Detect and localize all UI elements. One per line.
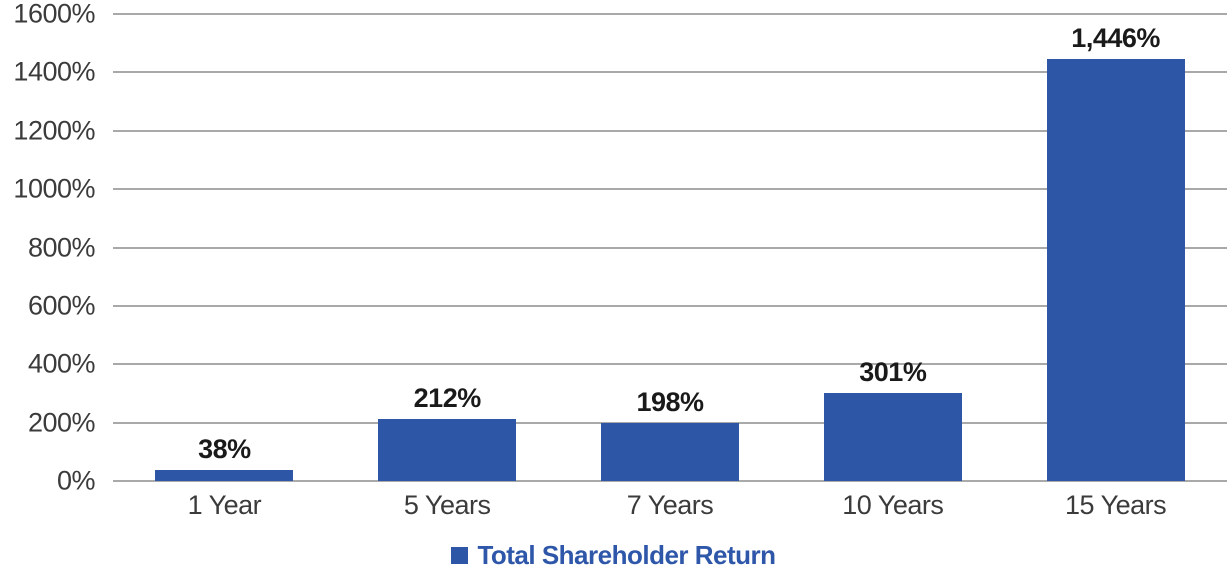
y-tick-label: 400%	[27, 348, 96, 379]
x-tick-label: 5 Years	[403, 490, 491, 520]
bar-value-label: 198%	[636, 387, 704, 417]
y-tick-label: 800%	[27, 232, 96, 262]
bar	[823, 393, 962, 481]
y-tick-label: 1200%	[13, 115, 95, 146]
bar	[155, 470, 294, 481]
gridline	[113, 246, 1227, 249]
y-tick-label: 0%	[56, 465, 96, 496]
y-tick-label: 200%	[27, 407, 96, 438]
gridline	[113, 304, 1227, 307]
x-tick-label: 10 Years	[842, 490, 944, 520]
gridline	[113, 421, 1227, 424]
gridline	[113, 480, 1227, 482]
gridline	[113, 129, 1227, 132]
legend-square-icon	[451, 547, 469, 564]
bar-value-label: 212%	[413, 383, 482, 413]
x-tick-label: 7 Years	[626, 490, 714, 520]
gridline	[113, 71, 1227, 74]
plot-area: 0% 200% 400% 600% 800% 1000% 1200% 1400% 1600% 38…	[13, 0, 1227, 496]
bar	[1046, 59, 1185, 481]
x-axis-labels: 1 Year 5 Years 7 Years 10 Years 15 Years	[113, 490, 1227, 524]
bar	[378, 419, 517, 481]
legend: Total Shareholder Return	[0, 540, 1227, 571]
x-tick-label: 1 Year	[187, 490, 262, 520]
gridline	[113, 188, 1227, 191]
y-tick-label: 1600%	[13, 0, 95, 29]
bar-value-label: 301%	[859, 357, 927, 387]
x-tick-label: 15 Years	[1065, 490, 1167, 520]
y-tick-label: 1000%	[13, 173, 95, 204]
bar	[601, 423, 739, 481]
legend-label: Total Shareholder Return	[477, 540, 776, 570]
bar-value-label: 1,446%	[1071, 23, 1160, 53]
y-tick-label: 600%	[27, 290, 96, 321]
gridline	[113, 13, 1227, 15]
bar-value-label: 38%	[198, 434, 251, 464]
y-tick-label: 1400%	[13, 56, 95, 87]
gridline	[113, 363, 1227, 366]
